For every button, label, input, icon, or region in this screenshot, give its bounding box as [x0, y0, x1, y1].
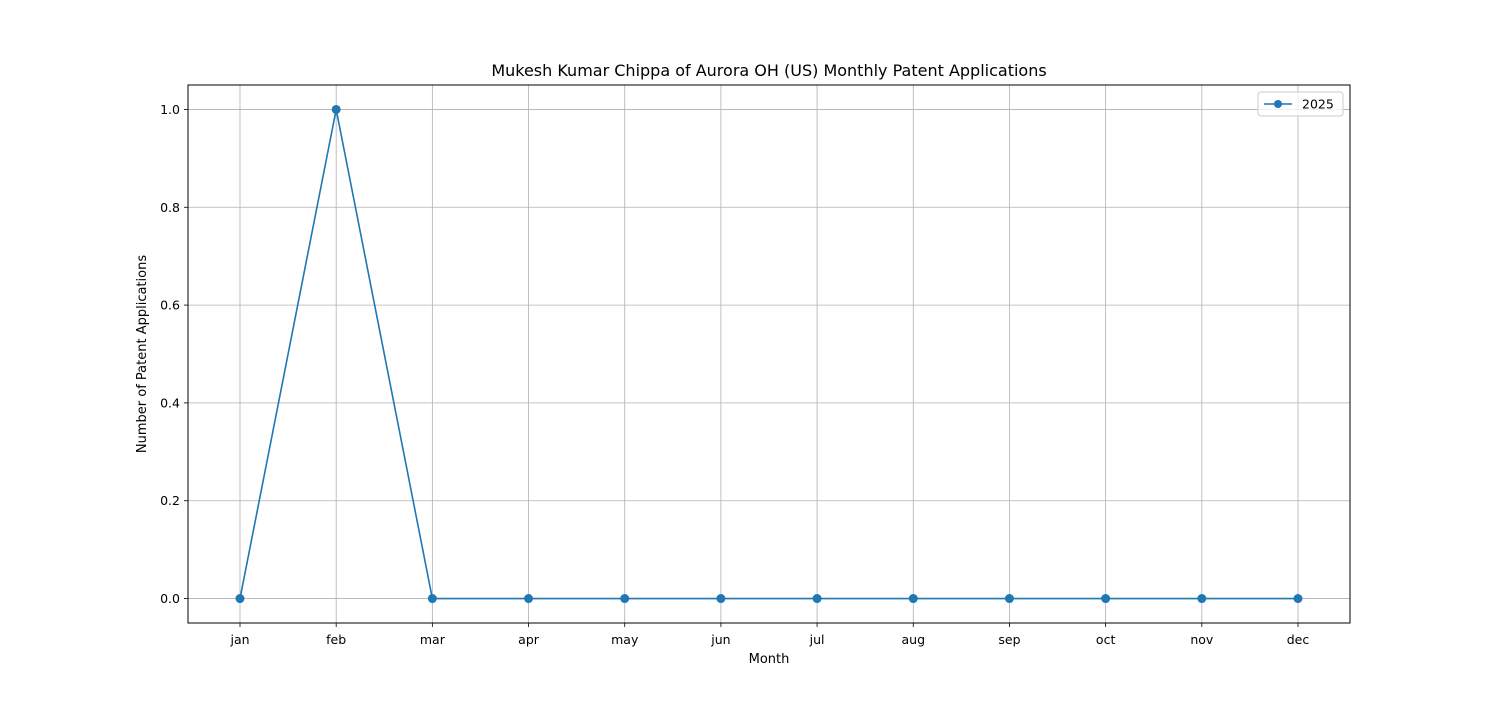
y-tick-label: 1.0: [160, 102, 180, 117]
x-tick-label: apr: [518, 632, 540, 647]
y-tick-label: 0.0: [160, 591, 180, 606]
legend: 2025: [1258, 92, 1343, 116]
y-tick-label: 0.8: [160, 200, 180, 215]
data-point: [1005, 594, 1014, 603]
x-axis-ticks: jan feb mar apr may jun jul aug sep oct nov dec: [229, 623, 1309, 647]
x-tick-label: jan: [229, 632, 249, 647]
data-point: [1294, 594, 1303, 603]
y-tick-label: 0.4: [160, 395, 180, 410]
x-tick-label: aug: [902, 632, 926, 647]
data-point: [332, 105, 341, 114]
y-tick-label: 0.6: [160, 298, 180, 313]
chart-title: Mukesh Kumar Chippa of Aurora OH (US) Mo…: [491, 61, 1046, 80]
legend-entry-2025: 2025: [1302, 97, 1334, 112]
data-point: [909, 594, 918, 603]
x-tick-label: may: [611, 632, 639, 647]
y-axis-label: Number of Patent Applications: [135, 255, 150, 453]
x-tick-label: dec: [1287, 632, 1310, 647]
series-layer: [236, 105, 1303, 603]
x-tick-label: jun: [710, 632, 730, 647]
x-tick-label: sep: [998, 632, 1020, 647]
plot-frame: [188, 85, 1350, 623]
series-line-2025: [240, 109, 1298, 598]
data-point: [813, 594, 822, 603]
data-point: [620, 594, 629, 603]
x-tick-label: oct: [1096, 632, 1116, 647]
legend-marker: [1274, 100, 1282, 108]
data-point: [524, 594, 533, 603]
x-tick-label: feb: [326, 632, 346, 647]
data-point: [1101, 594, 1110, 603]
y-tick-label: 0.2: [160, 493, 180, 508]
data-point: [716, 594, 725, 603]
x-axis-label: Month: [749, 652, 790, 667]
data-point: [1197, 594, 1206, 603]
x-tick-label: nov: [1190, 632, 1214, 647]
data-point: [236, 594, 245, 603]
y-axis-ticks: 0.0 0.2 0.4 0.6 0.8 1.0: [160, 102, 188, 606]
data-point: [428, 594, 437, 603]
x-tick-label: mar: [420, 632, 446, 647]
grid: [188, 85, 1350, 623]
x-tick-label: jul: [809, 632, 825, 647]
